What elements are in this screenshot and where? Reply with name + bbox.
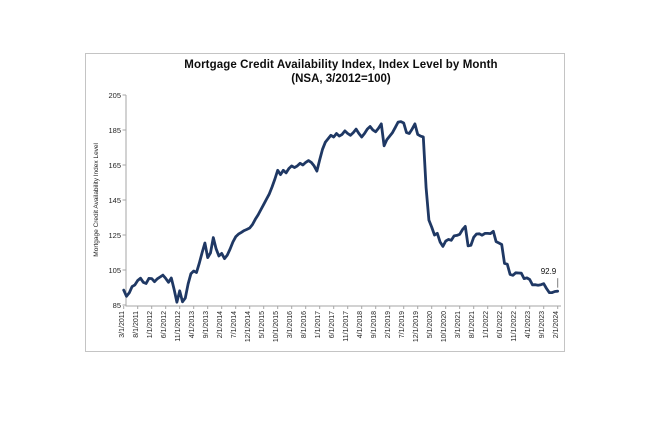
x-tick-label-text: 11/1/2012 — [175, 311, 183, 342]
x-tick-label-text: 10/1/2015 — [273, 311, 281, 343]
chart-frame: Mortgage Credit Availability Index, Inde… — [85, 53, 565, 352]
plot-area — [122, 94, 561, 309]
x-tick-label-text: 12/1/2014 — [245, 311, 253, 343]
x-tick-label-text: 9/1/2013 — [203, 311, 211, 339]
x-tick-label-text: 3/1/2011 — [119, 311, 127, 338]
x-tick-label-text: 3/1/2021 — [455, 311, 463, 339]
chart-subtitle: (NSA, 3/2012=100) — [291, 73, 391, 85]
x-tick-label-text: 4/1/2013 — [189, 311, 197, 339]
x-tick-label-text: 8/1/2011 — [133, 311, 141, 338]
x-tick-label-text: 1/1/2012 — [147, 311, 155, 339]
y-tick-label: 85 — [112, 300, 121, 310]
x-tick-label-text: 12/1/2019 — [413, 311, 421, 343]
x-tick-label-text: 8/1/2016 — [301, 311, 309, 339]
x-tick-label-text: 6/1/2012 — [161, 311, 169, 339]
x-tick-label-text: 8/1/2021 — [469, 311, 477, 339]
x-tick-label-text: 9/1/2018 — [371, 311, 379, 339]
x-tick-label-text: 10/1/2020 — [441, 311, 449, 343]
y-tick-label: 145 — [108, 195, 121, 205]
x-tick-label-text: 1/1/2022 — [483, 311, 491, 339]
y-tick-label: 185 — [108, 125, 121, 135]
x-tick-label-text: 3/1/2016 — [287, 311, 295, 339]
y-tick-label: 105 — [108, 265, 121, 275]
x-tick-label-text: 7/1/2014 — [231, 311, 239, 339]
y-tick-label: 205 — [108, 90, 121, 100]
x-tick-label-text: 4/1/2023 — [525, 311, 533, 339]
x-tick-label-text: 7/1/2019 — [399, 311, 407, 339]
x-tick-label-text: 2/1/2014 — [217, 311, 225, 339]
chart-title: Mortgage Credit Availability Index, Inde… — [184, 59, 498, 71]
x-tick-label-text: 9/1/2023 — [539, 311, 547, 339]
x-tick-label-text: 11/1/2022 — [511, 311, 519, 342]
mcai-series-line — [122, 120, 560, 304]
x-tick-label-text: 5/1/2015 — [259, 311, 267, 339]
end-point-label: 92.9 — [540, 267, 557, 277]
x-tick-label-text: 2/1/2024 — [553, 311, 561, 339]
y-tick-label: 125 — [108, 230, 121, 240]
y-tick-label: 165 — [108, 160, 121, 170]
x-tick-label-text: 4/1/2018 — [357, 311, 365, 339]
x-tick-label-text: 11/1/2017 — [343, 311, 351, 342]
x-tick-label-text: 1/1/2017 — [315, 311, 323, 339]
x-tick-label-text: 6/1/2017 — [329, 311, 337, 339]
x-tick-label-text: 2/1/2019 — [385, 311, 393, 339]
x-tick-label-text: 5/1/2020 — [427, 311, 435, 339]
x-tick-label-text: 6/1/2022 — [497, 311, 505, 339]
